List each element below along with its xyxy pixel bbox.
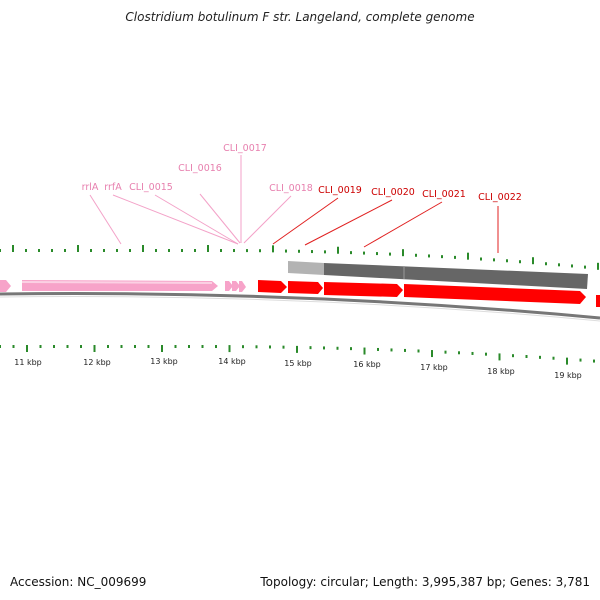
rna-gene-rrlA[interactable] <box>22 280 218 291</box>
rna-gene-small[interactable] <box>225 281 246 292</box>
scale-labels: 11 kbp 12 kbp 13 kbp 14 kbp 15 kbp 16 kbp 17 k… <box>14 357 582 380</box>
region-bar[interactable] <box>324 263 588 289</box>
inner-tick-marks <box>0 345 595 365</box>
scale-label: 12 kbp <box>83 358 111 367</box>
scale-label: 13 kbp <box>150 357 178 366</box>
genome-backbone <box>0 292 600 320</box>
scale-label: 18 kbp <box>487 367 515 376</box>
gene-label-CLI_0018[interactable]: CLI_0018 <box>269 183 313 194</box>
leader-line <box>363 201 443 248</box>
label-leader-lines <box>89 155 499 253</box>
map-title: Clostridium botulinum F str. Langeland, … <box>125 10 475 24</box>
rna-gene-left-edge[interactable] <box>0 280 11 292</box>
leader-line <box>154 194 239 245</box>
cds-gene-CLI_0020[interactable] <box>324 282 403 297</box>
leader-line <box>89 194 122 245</box>
scale-label: 19 kbp <box>554 371 582 380</box>
leader-line <box>199 193 241 244</box>
cds-gene-right-edge[interactable] <box>596 295 600 307</box>
gene-label-CLI_0020[interactable]: CLI_0020 <box>371 187 415 198</box>
leader-line <box>243 195 292 244</box>
scale-label: 14 kbp <box>218 357 246 366</box>
scale-label: 16 kbp <box>353 360 381 369</box>
scale-label: 11 kbp <box>14 358 42 367</box>
scale-label: 17 kbp <box>420 363 448 372</box>
gene-label-CLI_0017[interactable]: CLI_0017 <box>223 143 267 154</box>
cds-gene-CLI_0018[interactable] <box>258 280 287 293</box>
outer-tick-marks <box>0 245 599 270</box>
leader-line <box>272 197 339 245</box>
leader-line <box>112 194 239 245</box>
leader-line <box>304 199 393 246</box>
genome-summary-text: Topology: circular; Length: 3,995,387 bp… <box>260 575 590 589</box>
cds-gene-CLI_0021[interactable] <box>404 284 586 304</box>
gene-label-CLI_0019[interactable]: CLI_0019 <box>318 185 362 196</box>
gene-label-rrfA[interactable]: rrfA <box>104 182 122 193</box>
region-bar-light[interactable] <box>288 261 324 275</box>
gene-label-rrlA[interactable]: rrlA <box>82 182 99 193</box>
gene-label-CLI_0021[interactable]: CLI_0021 <box>422 189 466 200</box>
accession-text: Accession: NC_009699 <box>10 575 147 589</box>
scale-label: 15 kbp <box>284 359 312 368</box>
gene-label-CLI_0015[interactable]: CLI_0015 <box>129 182 173 193</box>
gene-label-CLI_0022[interactable]: CLI_0022 <box>478 192 522 203</box>
cds-gene-CLI_0019[interactable] <box>288 281 323 294</box>
gene-label-CLI_0016[interactable]: CLI_0016 <box>178 163 222 174</box>
